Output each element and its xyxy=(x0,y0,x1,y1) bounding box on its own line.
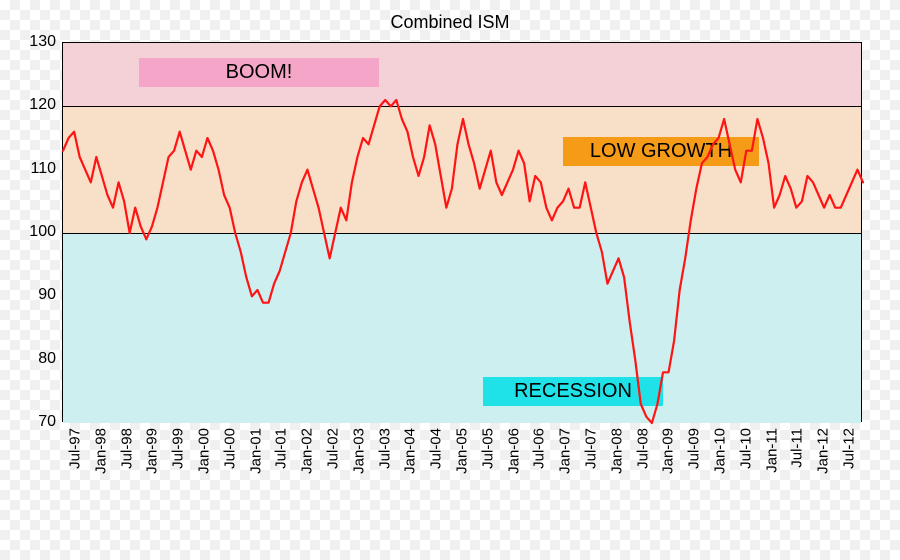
x-tick-label: Jul-97 xyxy=(66,428,83,469)
x-tick-label: Jan-07 xyxy=(557,428,574,474)
plot-area: BOOM!LOW GROWTHRECESSION xyxy=(62,42,862,422)
y-tick-label: 80 xyxy=(20,350,56,368)
x-tick-label: Jul-99 xyxy=(170,428,187,469)
x-tick-label: Jan-01 xyxy=(247,428,264,474)
y-tick-label: 100 xyxy=(20,223,56,241)
x-tick-label: Jul-12 xyxy=(841,428,858,469)
x-tick-label: Jan-02 xyxy=(299,428,316,474)
x-tick-label: Jul-08 xyxy=(634,428,651,469)
x-tick-label: Jan-99 xyxy=(144,428,161,474)
x-tick-label: Jan-98 xyxy=(92,428,109,474)
x-tick-label: Jul-07 xyxy=(583,428,600,469)
x-tick-label: Jul-06 xyxy=(531,428,548,469)
x-tick-label: Jan-03 xyxy=(350,428,367,474)
x-tick-label: Jan-12 xyxy=(815,428,832,474)
x-tick-label: Jul-11 xyxy=(789,428,806,468)
x-tick-label: Jan-10 xyxy=(712,428,729,474)
x-tick-label: Jan-00 xyxy=(195,428,212,474)
y-tick-label: 90 xyxy=(20,286,56,304)
x-tick-label: Jan-05 xyxy=(454,428,471,474)
x-tick-label: Jan-08 xyxy=(608,428,625,474)
y-tick-label: 130 xyxy=(20,33,56,51)
y-tick-label: 110 xyxy=(20,160,56,178)
x-tick-label: Jan-06 xyxy=(505,428,522,474)
x-tick-label: Jul-04 xyxy=(428,428,445,469)
chart-title: Combined ISM xyxy=(0,12,900,33)
x-tick-label: Jul-00 xyxy=(221,428,238,469)
y-tick-label: 70 xyxy=(20,413,56,431)
x-tick-label: Jul-02 xyxy=(324,428,341,469)
x-tick-label: Jul-01 xyxy=(273,428,290,469)
x-tick-label: Jan-11 xyxy=(763,428,780,473)
x-tick-label: Jul-10 xyxy=(737,428,754,469)
x-tick-label: Jul-05 xyxy=(479,428,496,469)
x-tick-label: Jan-09 xyxy=(660,428,677,474)
x-tick-label: Jul-98 xyxy=(118,428,135,469)
chart-container: Combined ISM BOOM!LOW GROWTHRECESSION 70… xyxy=(0,0,900,560)
x-tick-label: Jan-04 xyxy=(402,428,419,474)
x-tick-label: Jul-09 xyxy=(686,428,703,469)
y-tick-label: 120 xyxy=(20,96,56,114)
series-line xyxy=(63,43,863,423)
x-tick-label: Jul-03 xyxy=(376,428,393,469)
